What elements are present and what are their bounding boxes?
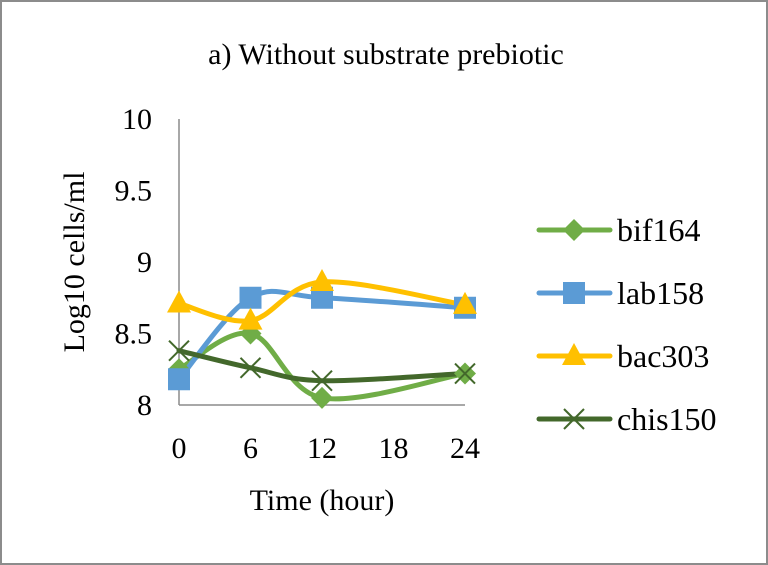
data-point-lab158: [168, 368, 190, 391]
x-tick-label: 18: [379, 432, 409, 465]
series-line-lab158: [176, 288, 468, 382]
legend-label: bif164: [617, 212, 701, 248]
data-point-bac303: [453, 291, 477, 314]
x-axis-label: Time (hour): [250, 484, 395, 517]
legend-marker-square-icon: [563, 282, 585, 304]
legend-item-bac303: bac303: [536, 338, 709, 374]
data-point-chis150: [454, 362, 476, 385]
chart-title: a) Without substrate prebiotic: [208, 38, 564, 71]
data-point-lab158: [311, 286, 333, 309]
data-point-chis150: [239, 357, 262, 379]
data-point-chis150: [168, 339, 190, 362]
legend-marker-x-icon: [563, 408, 585, 430]
legend-item-chis150: chis150: [536, 401, 717, 437]
y-tick-labels: 8 8.5 9 9.5 10: [115, 103, 153, 422]
legend-label: bac303: [617, 338, 709, 374]
y-tick-label: 9.5: [115, 175, 153, 208]
series-line-bac303: [176, 279, 468, 324]
legend-item-bif164: bif164: [536, 212, 701, 248]
series-line-chis150: [176, 348, 468, 384]
series-markers: [167, 269, 477, 409]
y-tick-label: 9: [137, 246, 152, 279]
x-tick-label: 12: [307, 432, 337, 465]
legend-marker-triangle-icon: [562, 343, 586, 365]
x-tick-labels: 0 6 12 18 24: [172, 432, 481, 465]
y-tick-label: 8.5: [115, 318, 153, 351]
y-tick-label: 10: [122, 103, 152, 136]
y-tick-label: 8: [137, 389, 152, 422]
legend: bif164 lab158 bac303 chis150: [536, 212, 717, 437]
data-point-chis150: [311, 369, 333, 392]
data-point-bif164: [311, 386, 333, 409]
legend-marker-diamond-icon: [563, 219, 585, 241]
legend-label: chis150: [617, 401, 717, 437]
x-tick-label: 0: [172, 432, 187, 465]
x-tick-label: 6: [243, 432, 258, 465]
data-point-bac303: [238, 307, 263, 330]
x-tick-label: 24: [450, 432, 480, 465]
data-point-bac303: [167, 290, 191, 313]
y-axis-label: Log10 cells/ml: [58, 172, 91, 353]
legend-item-lab158: lab158: [536, 275, 704, 311]
data-point-bac303: [310, 269, 334, 292]
series-lines: [176, 279, 468, 402]
data-point-lab158: [239, 286, 262, 309]
legend-label: lab158: [617, 275, 704, 311]
